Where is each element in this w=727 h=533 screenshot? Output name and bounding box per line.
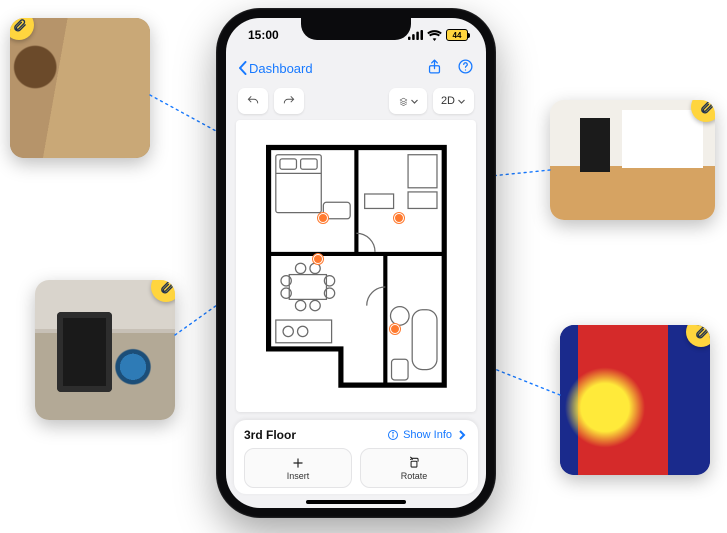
bottom-sheet: 3rd Floor Show Info Insert Rotate	[234, 420, 478, 494]
back-label: Dashboard	[249, 61, 313, 76]
floorplan-marker[interactable]	[390, 324, 400, 334]
layers-button[interactable]	[389, 88, 427, 114]
view-mode-button[interactable]: 2D	[433, 88, 474, 114]
status-time: 15:00	[248, 28, 279, 42]
show-info-button[interactable]: Show Info	[387, 429, 468, 441]
plus-icon	[291, 456, 305, 470]
share-icon	[426, 58, 443, 75]
chevron-left-icon	[238, 61, 248, 75]
attachment-water-damage[interactable]	[10, 18, 150, 158]
cellular-icon	[408, 30, 423, 40]
attachment-image	[10, 18, 150, 158]
undo-icon	[246, 94, 260, 108]
home-indicator[interactable]	[306, 500, 406, 504]
phone-screen: 15:00 44 Dashboard	[226, 18, 486, 508]
insert-label: Insert	[287, 471, 310, 481]
chevron-down-icon	[457, 97, 466, 106]
show-info-label: Show Info	[403, 429, 452, 441]
attachment-image	[560, 325, 710, 475]
battery-icon: 44	[446, 29, 468, 41]
rotate-button[interactable]: Rotate	[360, 448, 468, 488]
phone-notch	[301, 18, 411, 40]
redo-icon	[282, 94, 296, 108]
attachment-interior-360[interactable]	[550, 100, 715, 220]
floorplan-canvas[interactable]	[236, 120, 476, 412]
rotate-label: Rotate	[401, 471, 428, 481]
phone-frame: 15:00 44 Dashboard	[216, 8, 496, 518]
help-icon	[457, 58, 474, 75]
attachment-thermal-scan[interactable]	[560, 325, 710, 475]
redo-button[interactable]	[274, 88, 304, 114]
chevron-down-icon	[410, 97, 419, 106]
status-indicators: 44	[408, 29, 468, 41]
attachment-dehumidifier[interactable]	[35, 280, 175, 420]
view-mode-label: 2D	[441, 95, 455, 107]
info-icon	[387, 429, 399, 441]
layers-icon	[399, 97, 408, 106]
rotate-icon	[407, 456, 421, 470]
share-button[interactable]	[426, 58, 443, 78]
help-button[interactable]	[457, 58, 474, 78]
nav-bar: Dashboard	[226, 52, 486, 84]
wifi-icon	[427, 30, 442, 41]
undo-button[interactable]	[238, 88, 268, 114]
floor-name: 3rd Floor	[244, 428, 296, 442]
back-button[interactable]: Dashboard	[238, 61, 313, 76]
insert-button[interactable]: Insert	[244, 448, 352, 488]
floorplan-drawing	[246, 132, 467, 401]
attachment-image	[35, 280, 175, 420]
chevron-right-icon	[456, 429, 468, 441]
toolbar: 2D	[226, 84, 486, 120]
attachment-image	[550, 100, 715, 220]
